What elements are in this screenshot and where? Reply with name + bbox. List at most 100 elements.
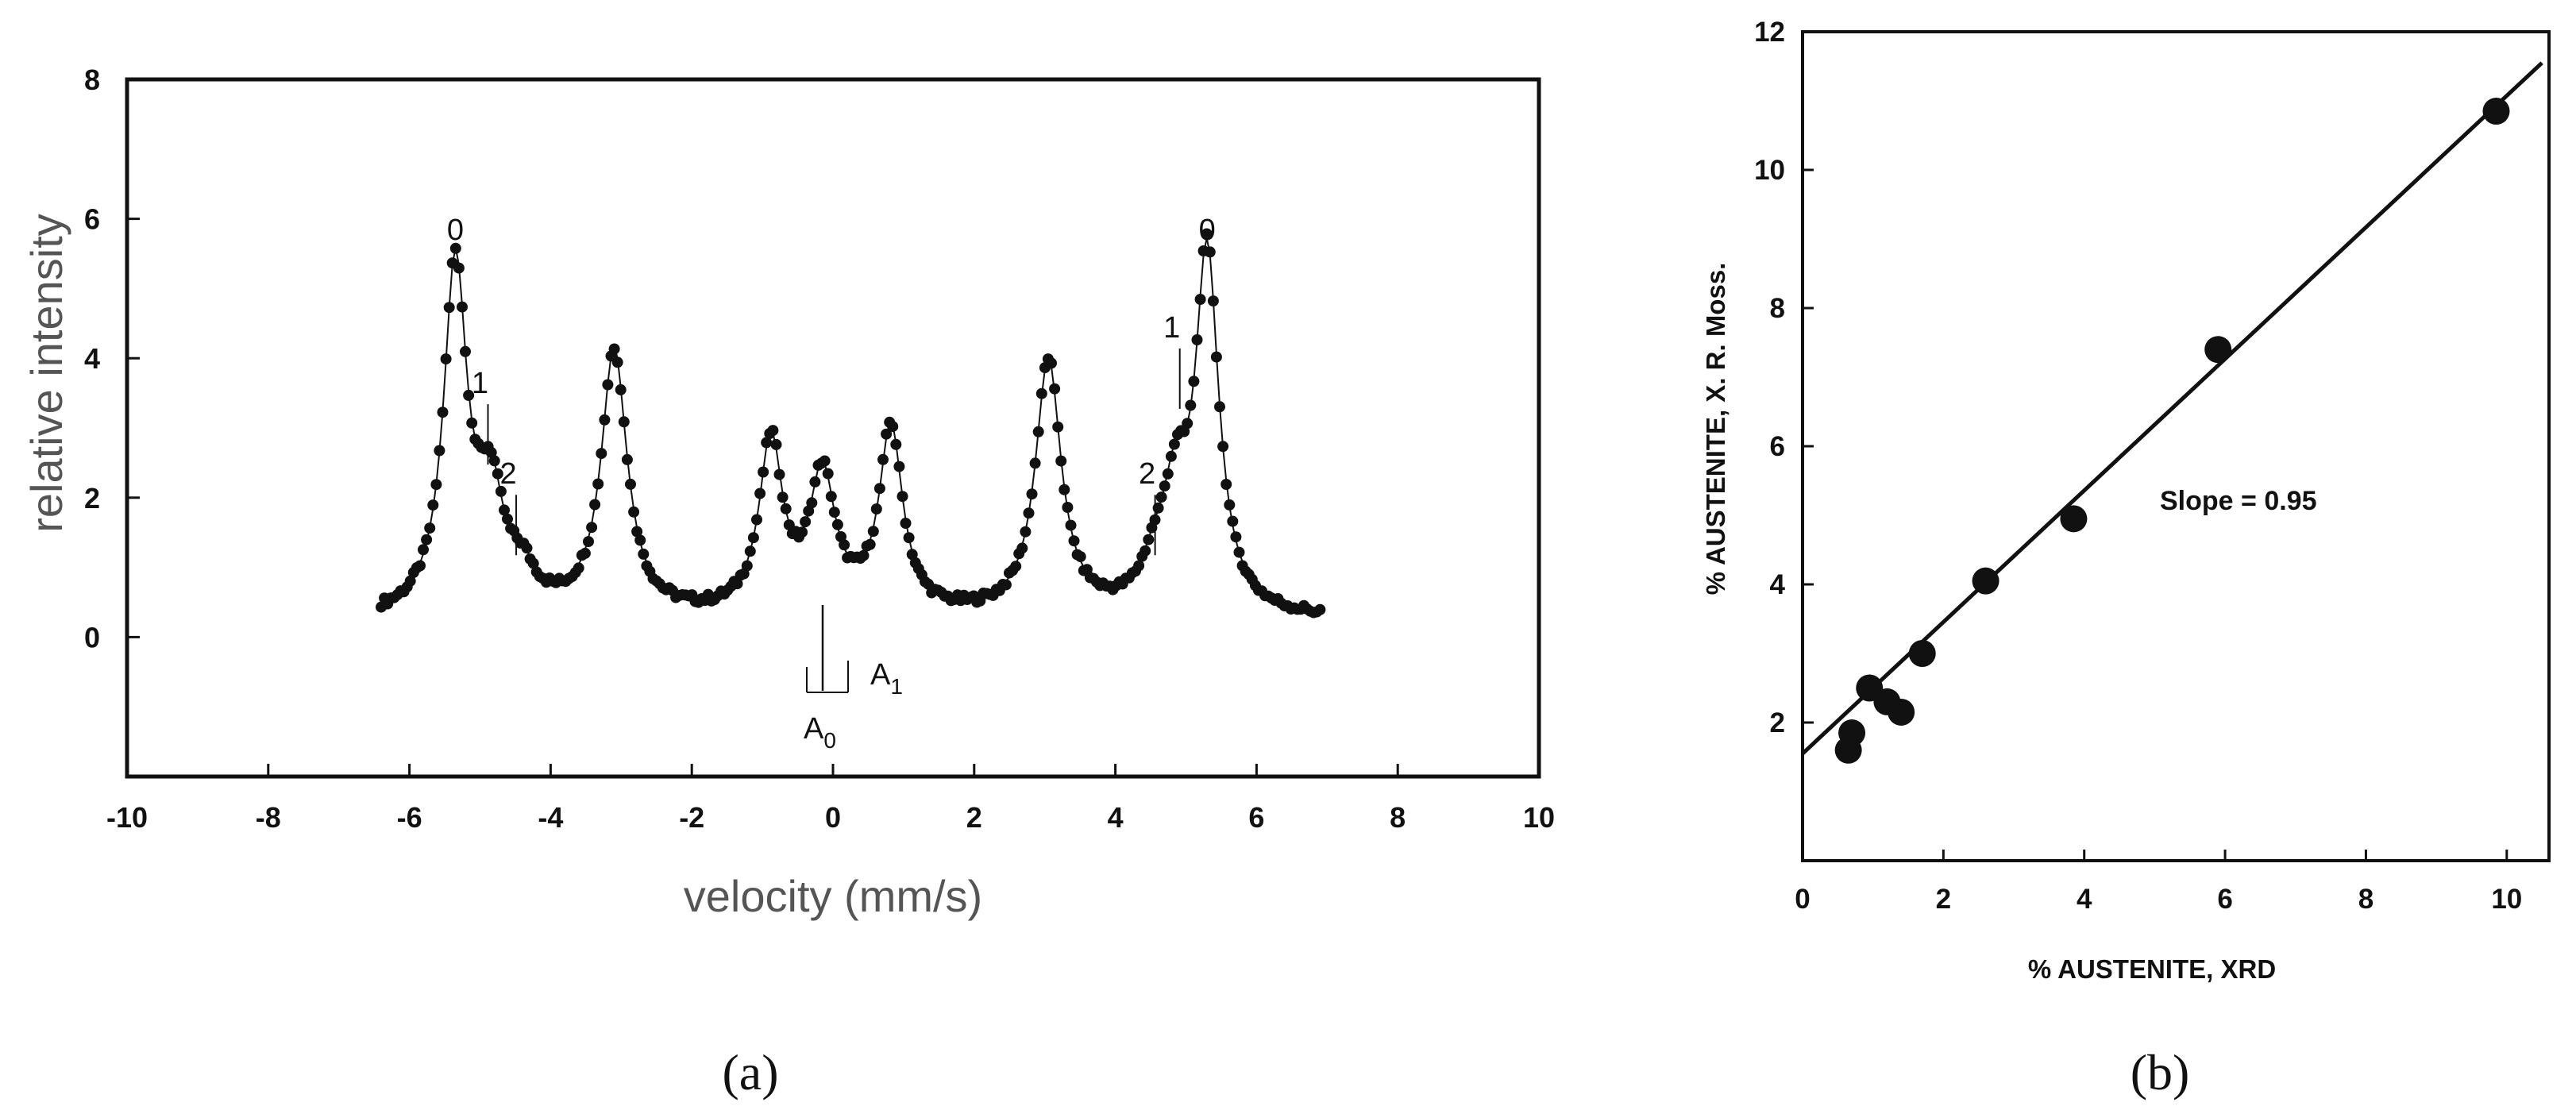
chart-b-slope-annotation: Slope = 0.95 xyxy=(2160,486,2317,516)
chart-a-data-point xyxy=(870,503,882,515)
chart-a-data-point xyxy=(521,542,533,554)
chart-a-x-tick-label: 10 xyxy=(1523,801,1555,834)
chart-a-data-point xyxy=(877,453,889,465)
chart-a-data-point xyxy=(611,357,623,368)
chart-a-data-point xyxy=(1062,502,1074,513)
chart-a-data-point xyxy=(780,503,792,515)
chart-a-x-tick-label: 4 xyxy=(1108,801,1124,834)
chart-a-data-point xyxy=(881,428,893,440)
chart-a-data-point xyxy=(466,417,478,429)
chart-a-data-point xyxy=(492,468,503,480)
chart-a-data-point xyxy=(1159,480,1170,492)
chart-a-data-point xyxy=(527,557,539,569)
chart-a-data-point xyxy=(499,504,510,516)
chart-b-data-point xyxy=(1888,698,1915,726)
chart-a-data-point xyxy=(1230,531,1242,543)
chart-a-data-point xyxy=(754,488,766,499)
chart-b-y-tick-label: 6 xyxy=(1770,431,1785,462)
chart-a-data-point xyxy=(453,262,465,274)
chart-a-data-point xyxy=(770,438,782,450)
chart-b-x-tick-label: 0 xyxy=(1795,884,1810,915)
chart-a-data-point xyxy=(1068,535,1080,547)
chart-a-data-point xyxy=(1074,551,1086,563)
chart-b-data-point xyxy=(2204,336,2232,364)
chart-a-a0-label: A0 xyxy=(804,712,836,753)
chart-a-data-point xyxy=(1143,534,1155,545)
chart-a-data-point xyxy=(495,485,507,497)
chart-a-data-point xyxy=(1035,387,1047,399)
chart-a-data-point xyxy=(631,526,643,538)
chart-a-data-point xyxy=(1140,545,1151,557)
chart-a-data-point xyxy=(424,522,436,534)
chart-b: 0 2 4 6 8 10 2 4 6 8 10 12 Slope = 0.95 % AUSTENIT… xyxy=(1701,17,2551,1100)
chart-b-data-point xyxy=(1972,567,1999,595)
chart-a-data-point xyxy=(1059,484,1070,495)
chart-a-data-point xyxy=(1207,295,1219,307)
chart-a-data-point xyxy=(638,548,650,560)
chart-a-data-point xyxy=(777,491,789,503)
chart-a-data-point xyxy=(1217,441,1229,453)
chart-a-y-tick-label: 2 xyxy=(84,482,100,515)
chart-b-y-tick-label: 10 xyxy=(1754,155,1785,186)
chart-a-data-point xyxy=(602,379,614,391)
chart-a-data-point xyxy=(773,468,785,480)
chart-a-data-point xyxy=(449,242,461,254)
chart-a: -10 -8 -6 -4 -2 0 2 4 6 8 10 0 2 4 6 8 0 1 2 1 2 0 A0 A1 ve… xyxy=(21,64,1555,1100)
chart-a-data-point xyxy=(822,468,834,480)
chart-a-x-tick-label: -8 xyxy=(256,801,281,834)
chart-b-data-point xyxy=(2060,505,2088,533)
chart-a-data-point xyxy=(900,518,912,529)
chart-a-data-point xyxy=(443,302,455,314)
chart-a-data-point xyxy=(615,383,627,395)
chart-a-x-tick-label: -4 xyxy=(538,801,563,834)
chart-a-data-point xyxy=(873,483,885,495)
chart-a-data-point xyxy=(796,526,808,538)
chart-a-y-axis-label: relative intensity xyxy=(21,214,71,533)
chart-a-data-point xyxy=(608,343,620,355)
chart-b-fit-line xyxy=(1801,61,2543,755)
chart-a-data-point xyxy=(864,538,876,550)
chart-a-data-point xyxy=(1055,455,1067,467)
chart-b-caption: (b) xyxy=(2131,1044,2190,1100)
chart-a-data-point xyxy=(800,516,812,528)
chart-a-data-point xyxy=(434,445,445,457)
chart-a-data-point xyxy=(1314,603,1326,615)
chart-a-data-point xyxy=(457,301,468,313)
chart-a-data-point xyxy=(1052,421,1064,433)
chart-a-data-point xyxy=(890,438,902,450)
chart-a-data-point xyxy=(592,478,604,490)
chart-a-x-tick-label: -2 xyxy=(679,801,704,834)
chart-a-data-point xyxy=(828,507,840,518)
chart-a-x-tick-label: 0 xyxy=(825,801,841,834)
chart-a-data-point xyxy=(1210,351,1222,363)
chart-a-data-point xyxy=(858,549,870,561)
chart-a-peak-label: 2 xyxy=(499,457,516,491)
chart-a-data-point xyxy=(1049,383,1061,395)
chart-a-data-point xyxy=(427,499,439,511)
chart-a-data-point xyxy=(1016,542,1028,554)
chart-a-data-point xyxy=(758,466,769,478)
chart-a-data-point xyxy=(599,414,611,426)
chart-b-y-tick-label: 12 xyxy=(1754,17,1785,48)
chart-a-data-point xyxy=(618,416,630,428)
chart-a-data-point xyxy=(1162,468,1174,480)
chart-a-data-point xyxy=(415,560,426,572)
chart-a-data-point xyxy=(1233,546,1245,558)
chart-a-data-point xyxy=(906,549,918,561)
chart-b-x-axis-label: % AUSTENITE, XRD xyxy=(2028,954,2276,984)
chart-a-data-point xyxy=(1191,334,1203,345)
chart-a-data-point xyxy=(806,497,818,509)
chart-a-data-point xyxy=(1023,507,1035,519)
chart-b-plot-frame xyxy=(1801,30,2551,862)
chart-a-data-point xyxy=(1224,499,1236,511)
chart-a-data-point xyxy=(634,534,646,546)
chart-a-data-point xyxy=(1185,399,1197,411)
chart-a-data-point xyxy=(809,476,821,488)
chart-a-data-point xyxy=(1155,491,1167,503)
chart-a-data-point xyxy=(1201,228,1213,240)
chart-a-a1-label: A1 xyxy=(870,658,903,699)
chart-a-data-point xyxy=(1168,438,1180,450)
chart-b-x-tick-label: 10 xyxy=(2491,884,2522,915)
chart-a-a0-a1-markers: A0 A1 xyxy=(804,605,903,753)
chart-b-y-tick-label: 8 xyxy=(1770,293,1785,324)
